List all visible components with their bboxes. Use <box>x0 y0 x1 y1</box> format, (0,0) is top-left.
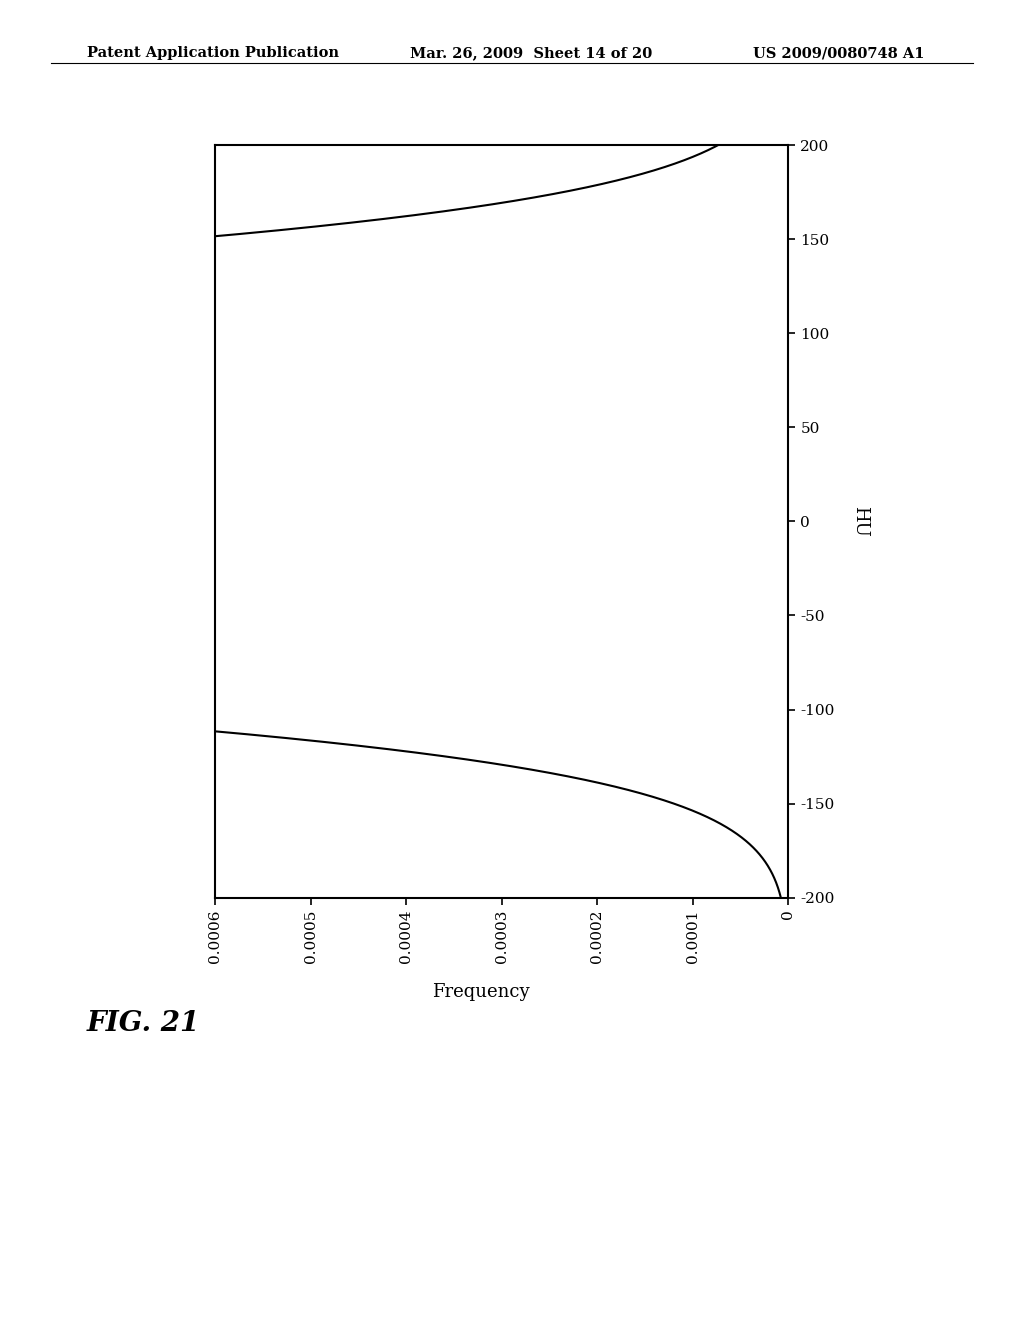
Text: FIG. 21: FIG. 21 <box>87 1010 201 1036</box>
Text: Frequency: Frequency <box>432 983 530 1002</box>
Y-axis label: HU: HU <box>851 506 869 537</box>
Text: Mar. 26, 2009  Sheet 14 of 20: Mar. 26, 2009 Sheet 14 of 20 <box>410 46 652 61</box>
Text: Patent Application Publication: Patent Application Publication <box>87 46 339 61</box>
Text: US 2009/0080748 A1: US 2009/0080748 A1 <box>753 46 924 61</box>
